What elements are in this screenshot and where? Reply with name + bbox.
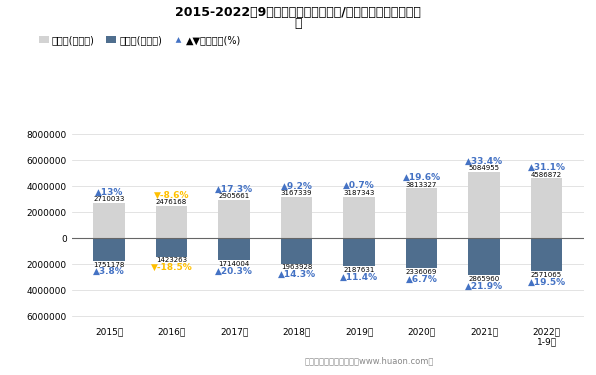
Text: ▲33.4%: ▲33.4% bbox=[465, 157, 503, 166]
Text: 2571065: 2571065 bbox=[531, 272, 562, 278]
Text: ▲6.7%: ▲6.7% bbox=[406, 274, 437, 284]
Text: 2905661: 2905661 bbox=[218, 194, 250, 200]
Text: ▲0.7%: ▲0.7% bbox=[343, 182, 375, 190]
Bar bbox=[94, 203, 125, 238]
Text: 2336069: 2336069 bbox=[406, 269, 437, 275]
Text: 2015-2022年9月湖北省（境内目的地/货源地）进、出口额统: 2015-2022年9月湖北省（境内目的地/货源地）进、出口额统 bbox=[175, 6, 421, 19]
Text: 3167339: 3167339 bbox=[281, 190, 312, 196]
Bar bbox=[94, 238, 125, 261]
Bar bbox=[531, 178, 562, 238]
Text: ▼-18.5%: ▼-18.5% bbox=[151, 263, 193, 272]
Bar bbox=[343, 196, 375, 238]
Text: ▲19.6%: ▲19.6% bbox=[402, 173, 440, 182]
Text: ▲17.3%: ▲17.3% bbox=[215, 185, 253, 194]
Text: ▲20.3%: ▲20.3% bbox=[215, 267, 253, 276]
Text: 4586872: 4586872 bbox=[531, 172, 562, 178]
Text: 1963928: 1963928 bbox=[281, 264, 312, 270]
Text: 1751178: 1751178 bbox=[94, 261, 125, 267]
Text: 5084955: 5084955 bbox=[468, 165, 499, 171]
Text: 制图：华经产业研究院（www.huaon.com）: 制图：华经产业研究院（www.huaon.com） bbox=[305, 357, 434, 366]
Text: 计: 计 bbox=[294, 17, 302, 30]
Bar bbox=[218, 238, 250, 260]
Bar bbox=[281, 238, 312, 264]
Text: 2865960: 2865960 bbox=[468, 276, 499, 282]
Text: ▲21.9%: ▲21.9% bbox=[465, 282, 503, 291]
Bar bbox=[531, 238, 562, 272]
Text: 3813327: 3813327 bbox=[406, 182, 437, 188]
Bar bbox=[281, 197, 312, 238]
Text: ▲9.2%: ▲9.2% bbox=[281, 182, 312, 190]
Text: ▲19.5%: ▲19.5% bbox=[527, 278, 566, 286]
Text: 2187631: 2187631 bbox=[343, 267, 375, 273]
Text: ▲31.1%: ▲31.1% bbox=[527, 163, 566, 172]
Text: 2710033: 2710033 bbox=[94, 196, 125, 202]
Bar bbox=[343, 238, 375, 267]
Text: ▲14.3%: ▲14.3% bbox=[278, 270, 316, 279]
Bar bbox=[468, 238, 499, 275]
Text: ▲11.4%: ▲11.4% bbox=[340, 273, 378, 282]
Bar bbox=[406, 188, 437, 238]
Legend: 出口额(万美元), 进口额(万美元), ▲▼同比增长(%): 出口额(万美元), 进口额(万美元), ▲▼同比增长(%) bbox=[35, 31, 246, 49]
Text: ▼-8.6%: ▼-8.6% bbox=[154, 190, 190, 200]
Text: ▲3.8%: ▲3.8% bbox=[93, 267, 125, 276]
Text: 1423263: 1423263 bbox=[156, 257, 187, 263]
Text: ▲13%: ▲13% bbox=[95, 188, 123, 196]
Bar bbox=[406, 238, 437, 268]
Bar bbox=[218, 200, 250, 238]
Bar bbox=[468, 172, 499, 238]
Bar bbox=[156, 206, 187, 238]
Bar bbox=[156, 238, 187, 256]
Text: 1714004: 1714004 bbox=[218, 261, 250, 267]
Text: 3187343: 3187343 bbox=[343, 190, 375, 196]
Text: 2476168: 2476168 bbox=[156, 199, 187, 205]
